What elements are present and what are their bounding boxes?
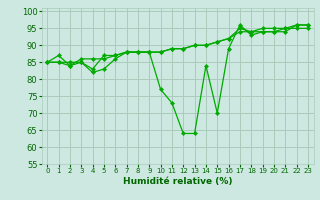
X-axis label: Humidité relative (%): Humidité relative (%) xyxy=(123,177,232,186)
